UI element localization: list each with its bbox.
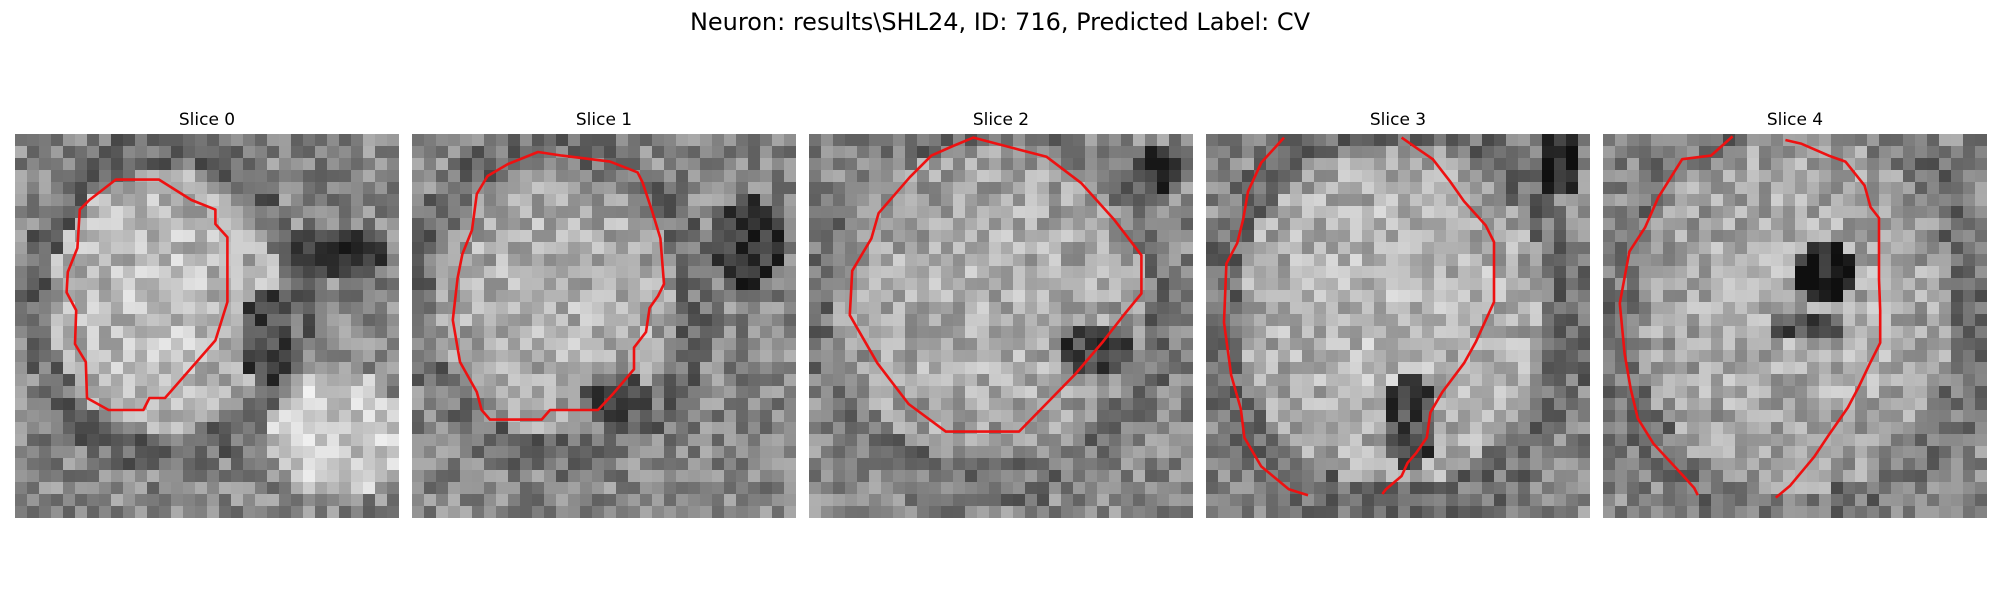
contour-outline-2 [848, 136, 1143, 433]
slice-title-0: Slice 0 [178, 110, 236, 130]
slice-image-0 [15, 134, 399, 518]
contour-outline-3 [1222, 136, 1309, 497]
contour-outline-4-b [1774, 138, 1882, 499]
slice-title-4: Slice 4 [1766, 110, 1824, 130]
figure-title: Neuron: results\SHL24, ID: 716, Predicte… [689, 8, 1311, 36]
slice-image-3 [1206, 134, 1590, 518]
slice-image-1 [412, 134, 796, 518]
contour-outline-0 [65, 178, 229, 412]
slice-image-4 [1603, 134, 1987, 518]
contour-outline-3-b [1381, 136, 1496, 495]
slice-title-2: Slice 2 [972, 110, 1030, 130]
slice-image-2 [809, 134, 1193, 518]
slice-title-1: Slice 1 [575, 110, 633, 130]
contour-outline-1 [451, 150, 666, 421]
contour-outline-4 [1618, 135, 1734, 496]
slice-title-3: Slice 3 [1369, 110, 1427, 130]
